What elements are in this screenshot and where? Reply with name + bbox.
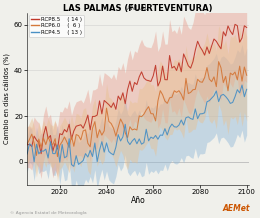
X-axis label: Año: Año — [131, 196, 145, 205]
Legend: RCP8.5    ( 14 ), RCP6.0    (  6 ), RCP4.5    ( 13 ): RCP8.5 ( 14 ), RCP6.0 ( 6 ), RCP4.5 ( 13… — [29, 15, 84, 37]
Text: © Agencia Estatal de Meteorología: © Agencia Estatal de Meteorología — [10, 211, 87, 215]
Text: AEMet: AEMet — [222, 204, 250, 213]
Title: LAS PALMAS (FUERTEVENTURA): LAS PALMAS (FUERTEVENTURA) — [63, 4, 213, 13]
Y-axis label: Cambio en días cálidos (%): Cambio en días cálidos (%) — [4, 53, 11, 144]
Text: ANUAL: ANUAL — [127, 5, 149, 12]
